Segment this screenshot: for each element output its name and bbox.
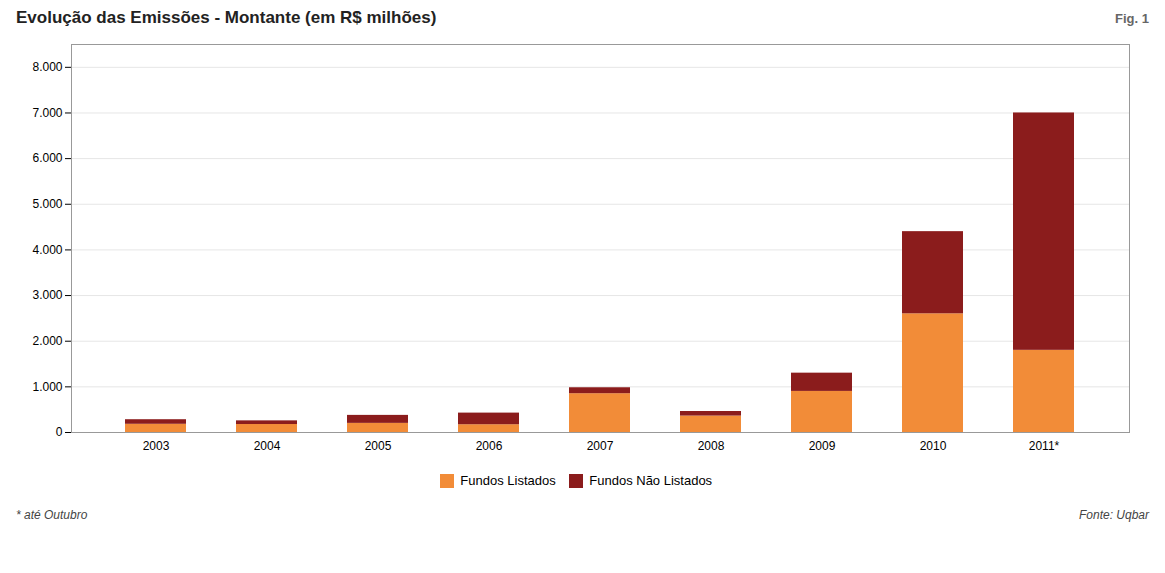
svg-text:7.000: 7.000 <box>32 106 62 120</box>
svg-text:1.000: 1.000 <box>32 380 62 394</box>
svg-text:8.000: 8.000 <box>32 60 62 74</box>
svg-text:2008: 2008 <box>698 439 725 453</box>
svg-text:6.000: 6.000 <box>32 151 62 165</box>
svg-text:2004: 2004 <box>254 439 281 453</box>
svg-text:2011*: 2011* <box>1029 439 1060 453</box>
html-text:Evolução das Emissões - Montan: Evolução das Emissões - Montante (em R$ … <box>16 8 437 27</box>
svg-text:2009: 2009 <box>809 439 836 453</box>
html-text:Fig. 1: Fig. 1 <box>1115 11 1149 26</box>
html-text:Fundos Listados: Fundos Listados <box>460 473 556 488</box>
html-text:Fonte: Uqbar: Fonte: Uqbar <box>1079 507 1149 522</box>
svg-text:2010: 2010 <box>920 439 947 453</box>
svg-text:0: 0 <box>56 425 63 439</box>
svg-text:2005: 2005 <box>365 439 392 453</box>
svg-text:3.000: 3.000 <box>32 288 62 302</box>
svg-text:5.000: 5.000 <box>32 197 62 211</box>
html-text:Fundos Não Listados: Fundos Não Listados <box>589 473 713 488</box>
svg-text:4.000: 4.000 <box>32 243 62 257</box>
svg-text:2007: 2007 <box>587 439 614 453</box>
html-text:* até Outubro: * até Outubro <box>16 507 88 522</box>
svg-text:2006: 2006 <box>476 439 503 453</box>
svg-text:2.000: 2.000 <box>32 334 62 348</box>
svg-text:2003: 2003 <box>143 439 170 453</box>
